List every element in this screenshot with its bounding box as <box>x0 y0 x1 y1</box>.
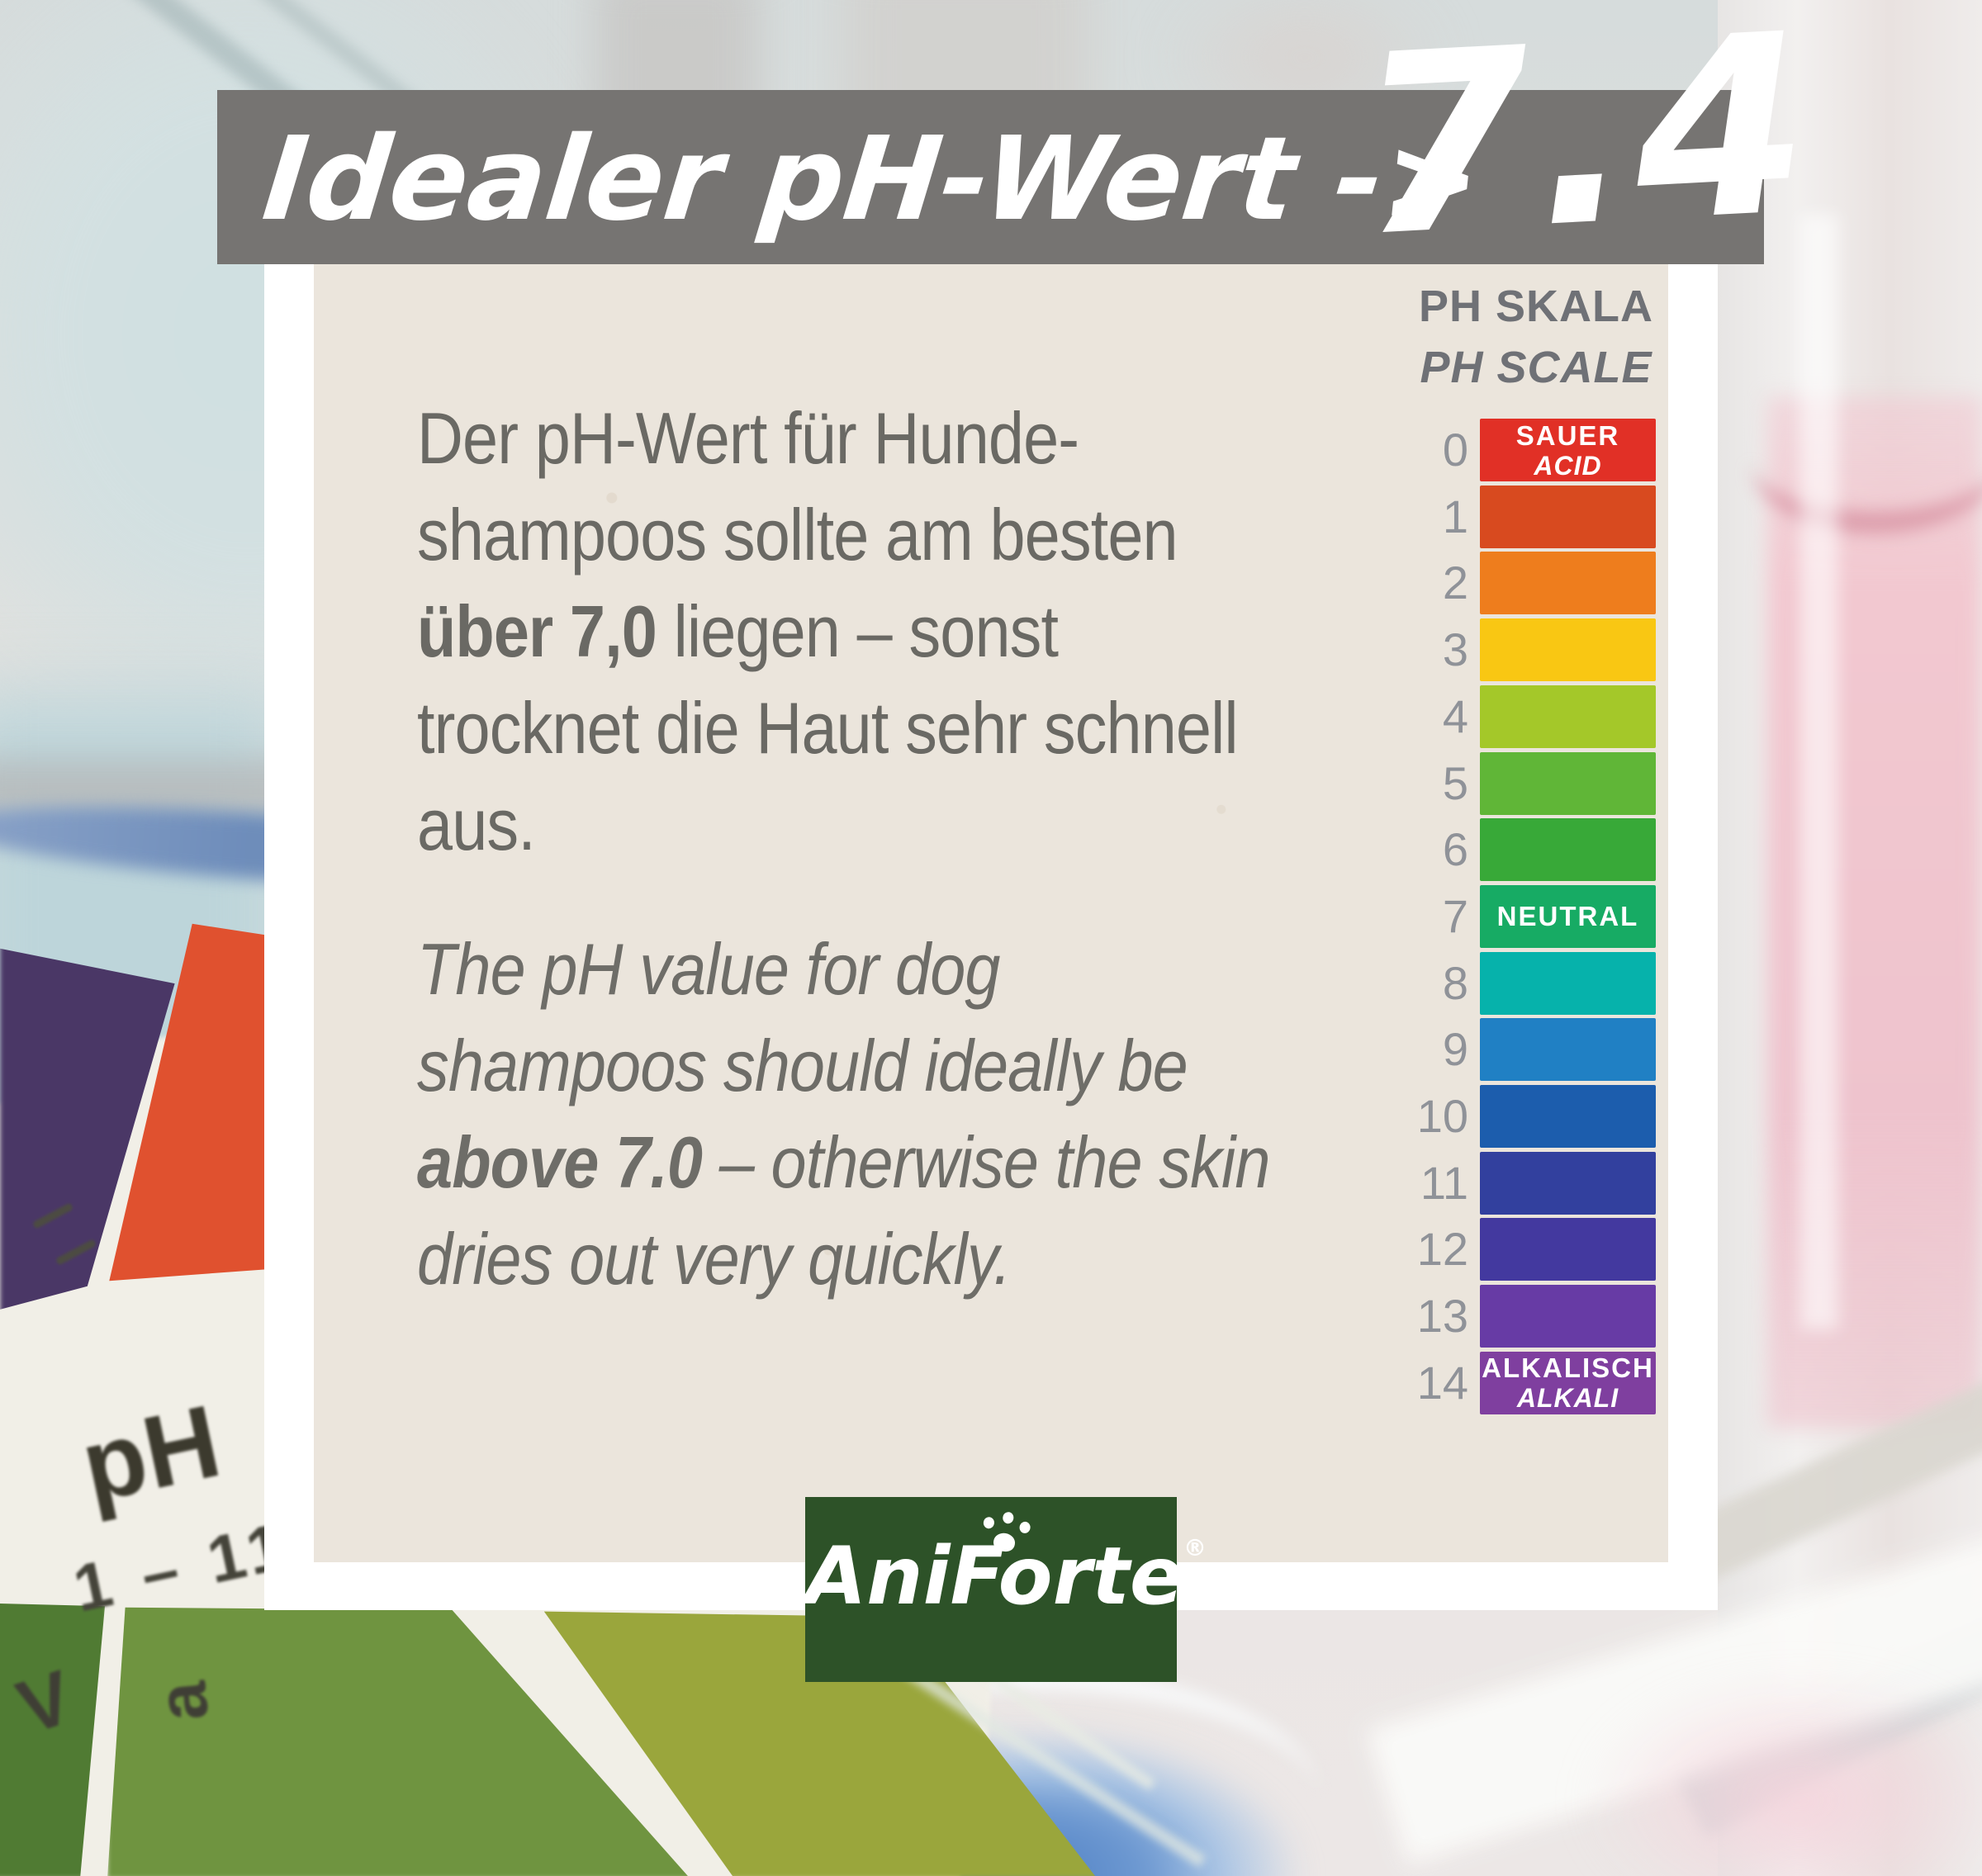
german-text: Der pH-Wert für Hunde- shampoos sollte a… <box>417 397 1178 576</box>
german-paragraph: Der pH-Wert für Hunde- shampoos sollte a… <box>417 390 1492 873</box>
ph-scale-bar <box>1480 1151 1656 1215</box>
ph-scale-number: 8 <box>1442 956 1468 1009</box>
ph-scale-title-en: PH SCALE <box>1420 343 1652 392</box>
ph-scale-bar-label: ALKALI <box>1516 1383 1619 1414</box>
bg-liquid-meniscus <box>1751 388 1982 533</box>
ph-scale-bar: ALKALISCH ALKALI <box>1480 1351 1656 1414</box>
ph-scale-number: 10 <box>1416 1090 1468 1142</box>
wheel-letter-a: a <box>142 1679 223 1724</box>
english-text: The pH value for dog shampoos should ide… <box>417 928 1188 1106</box>
english-bold-value: above 7.0 <box>417 1121 703 1203</box>
ph-scale-bar <box>1480 685 1656 748</box>
brand-name: AniForte® <box>805 1530 1207 1623</box>
brand-name-text: AniForte <box>805 1530 1183 1623</box>
english-paragraph: The pH value for dog shampoos should ide… <box>417 921 1492 1307</box>
bg-glass-highlight <box>1800 215 1838 1329</box>
brand-logo: AniForte® <box>805 1497 1207 1682</box>
registered-mark: ® <box>1183 1534 1207 1561</box>
ph-scale-number: 12 <box>1416 1223 1468 1276</box>
ph-scale-number: 2 <box>1442 557 1468 609</box>
bg-pink-liquid <box>1767 396 1982 1428</box>
ph-scale-number: 4 <box>1442 689 1468 742</box>
ph-scale-bar: NEUTRAL <box>1480 884 1656 948</box>
ph-scale-number: 11 <box>1420 1156 1468 1209</box>
ph-scale-number: 1 <box>1442 490 1468 542</box>
headline-ph-value: 7.4 <box>1351 0 1820 292</box>
ph-scale-bar <box>1480 951 1656 1015</box>
ph-scale-bar-label: ACID <box>1534 450 1602 481</box>
headline-text: Idealer pH-Wert -> <box>257 112 1487 247</box>
ph-scale-number: 0 <box>1442 424 1468 476</box>
ph-scale-number: 7 <box>1442 889 1468 942</box>
ph-scale-number: 3 <box>1442 623 1468 676</box>
german-text: liegen – sonst trocknet die Haut sehr sc… <box>417 590 1239 865</box>
ph-scale-number: 5 <box>1442 756 1468 809</box>
ph-scale-number: 14 <box>1416 1356 1468 1409</box>
ph-scale-bar <box>1480 1018 1656 1082</box>
ph-scale-title-de: PH SKALA <box>1418 282 1653 331</box>
ph-scale-bar-label: ALKALISCH <box>1482 1353 1654 1384</box>
ph-scale-bar <box>1480 1085 1656 1148</box>
ph-scale-bar <box>1480 818 1656 882</box>
ph-scale-number: 13 <box>1416 1290 1468 1343</box>
ph-scale-bar <box>1480 618 1656 682</box>
ph-scale-bar-label: NEUTRAL <box>1496 901 1639 932</box>
ph-scale-bar: SAUER ACID <box>1480 419 1656 481</box>
ph-scale-bar <box>1480 552 1656 615</box>
ph-scale-number: 9 <box>1442 1023 1468 1076</box>
ph-scale-bar <box>1480 1218 1656 1281</box>
ph-scale-number: 6 <box>1442 823 1468 876</box>
info-card <box>314 264 1668 1562</box>
ph-scale-bar <box>1480 485 1656 548</box>
bg-pink-blur <box>1586 1676 1982 1876</box>
german-bold-value: über 7,0 <box>417 590 657 672</box>
english-text: – otherwise the skin dries out very quic… <box>417 1121 1270 1300</box>
ph-scale: PH SKALA PH SCALE 0 SAUER ACID 1 2 3 4 5 6 7 NEUTR… <box>1404 281 1668 1437</box>
ph-scale-bar <box>1480 751 1656 815</box>
ph-scale-bar-label: SAUER <box>1515 419 1620 451</box>
ph-scale-bar <box>1480 1285 1656 1348</box>
headline-banner <box>217 90 1764 264</box>
